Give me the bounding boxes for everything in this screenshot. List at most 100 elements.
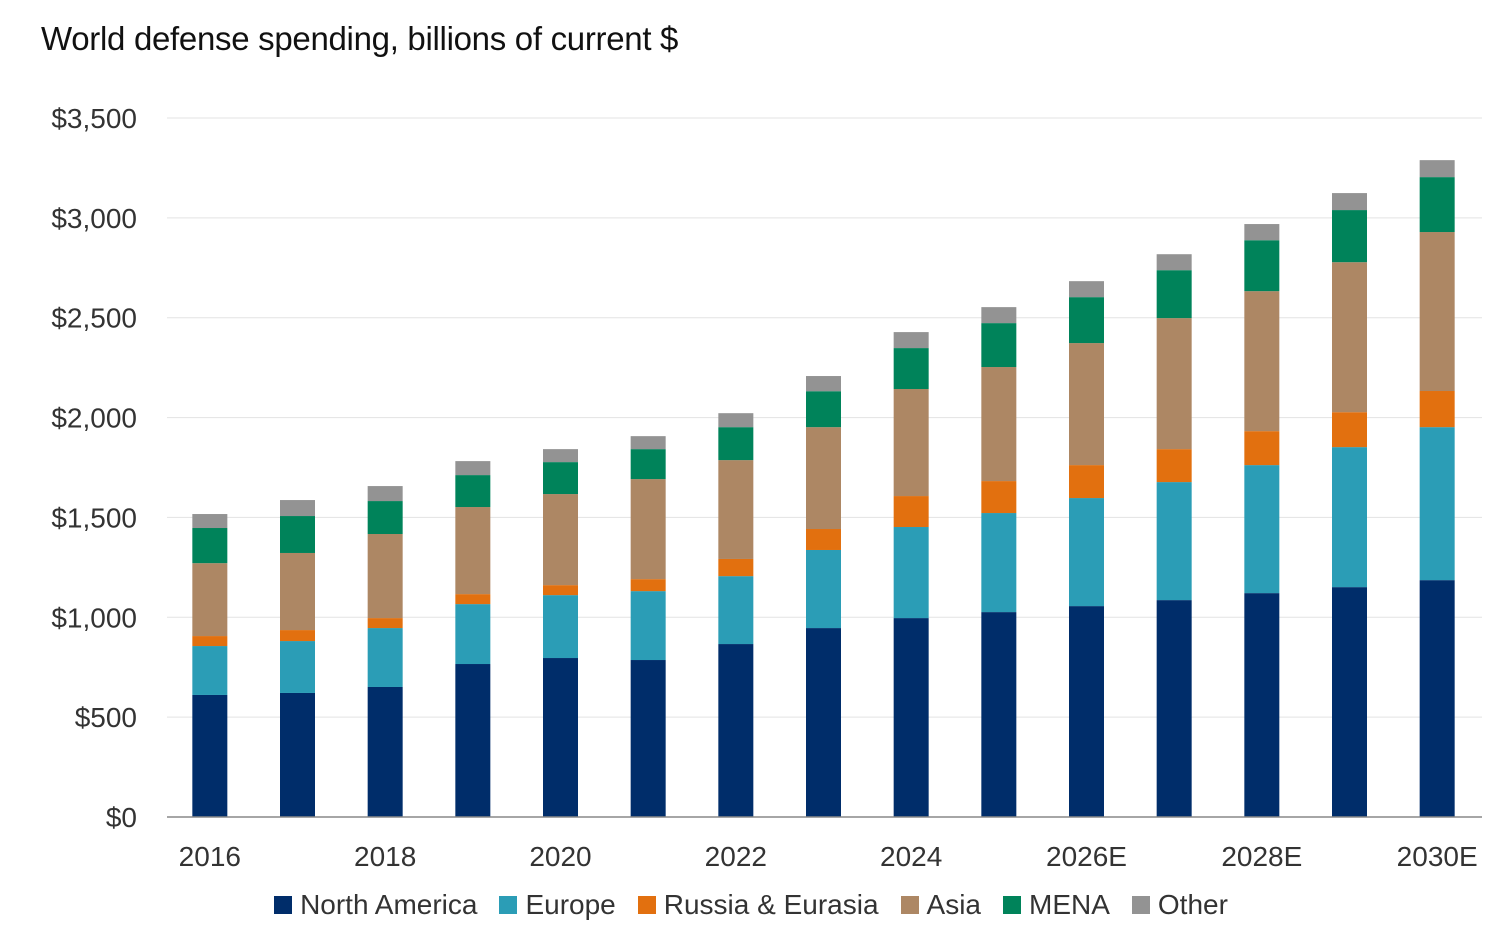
bar-segment-asia	[455, 507, 491, 595]
bar-segment-europe	[1419, 427, 1455, 581]
y-tick-label: $2,500	[51, 303, 137, 334]
bar-segment-europe	[192, 646, 228, 695]
bar-segment-mena	[280, 516, 315, 553]
bar-segment-russia-eurasia	[806, 529, 841, 550]
bar-segment-asia	[1244, 291, 1280, 432]
bar-segment-mena	[893, 348, 929, 390]
bar-segment-other	[1156, 254, 1192, 271]
bar-segment-mena	[455, 475, 491, 508]
legend-label: Other	[1157, 889, 1228, 920]
bar-segment-russia-eurasia	[893, 496, 929, 528]
bar-segment-russia-eurasia	[1244, 431, 1280, 466]
y-tick-label: $3,500	[51, 103, 137, 134]
y-tick-label: $500	[75, 702, 137, 733]
bar-segment-other	[543, 449, 578, 463]
y-tick-label: $3,000	[51, 203, 137, 234]
bar-segment-asia	[806, 427, 841, 530]
legend-swatch	[499, 896, 518, 914]
bar-segment-north-america	[981, 612, 1017, 817]
legend-label: North America	[300, 889, 478, 920]
legend-swatch	[1003, 896, 1021, 914]
bar-segment-europe	[455, 604, 491, 665]
chart-title: World defense spending, billions of curr…	[41, 20, 679, 57]
bar-segment-mena	[1069, 297, 1104, 344]
legend-swatch	[1131, 896, 1150, 914]
bar-segment-russia-eurasia	[981, 481, 1017, 514]
y-tick-label: $2,000	[51, 403, 137, 434]
bar-segment-north-america	[192, 694, 228, 817]
x-tick-label: 2030E	[1397, 841, 1478, 872]
bar-segment-mena	[192, 528, 228, 564]
legend-swatch	[274, 896, 293, 914]
bar-segment-europe	[630, 591, 666, 661]
legend-label: Asia	[926, 889, 981, 920]
y-tick-label: $0	[106, 802, 137, 833]
bar-segment-mena	[981, 323, 1017, 368]
bar-segment-other	[367, 486, 403, 502]
bar-segment-asia	[718, 460, 754, 559]
bar-segment-russia-eurasia	[455, 594, 491, 605]
bar-segment-mena	[630, 449, 666, 480]
bar-segment-north-america	[1332, 587, 1367, 817]
bar-segment-russia-eurasia	[367, 618, 403, 629]
bar-segment-asia	[192, 563, 228, 637]
bar-segment-russia-eurasia	[630, 579, 666, 592]
bar-segment-russia-eurasia	[1332, 412, 1367, 448]
bar-segment-north-america	[455, 664, 491, 817]
y-tick-label: $1,000	[51, 602, 137, 633]
bar-segment-other	[455, 461, 491, 476]
legend-swatch	[637, 896, 656, 914]
bar-segment-mena	[367, 501, 403, 535]
bar-segment-north-america	[1156, 600, 1192, 817]
legend-item: MENA	[1003, 889, 1110, 921]
bar-segment-asia	[981, 367, 1017, 482]
bar-segment-north-america	[718, 644, 754, 817]
legend-item: Asia	[900, 889, 981, 921]
x-tick-label: 2026E	[1046, 841, 1127, 872]
bar-segment-other	[1244, 224, 1280, 241]
bar-segment-russia-eurasia	[1069, 465, 1104, 499]
bar-segment-russia-eurasia	[718, 558, 754, 577]
bar-segment-asia	[1069, 343, 1104, 466]
bar-segment-russia-eurasia	[1419, 391, 1455, 428]
bar-segment-europe	[718, 576, 754, 645]
bar-segment-asia	[543, 494, 578, 586]
bar-segment-europe	[1244, 465, 1280, 594]
legend-label: Russia & Eurasia	[663, 889, 879, 920]
bar-segment-russia-eurasia	[192, 636, 228, 647]
bar-segment-north-america	[367, 686, 403, 817]
bar-segment-europe	[367, 628, 403, 687]
legend-swatch	[900, 896, 919, 914]
x-tick-label: 2028E	[1221, 841, 1302, 872]
bar-segment-asia	[893, 389, 929, 497]
bar-segment-russia-eurasia	[280, 630, 315, 642]
x-tick-label: 2022	[705, 841, 767, 872]
bar-segment-asia	[1332, 262, 1367, 413]
legend-item: Other	[1131, 889, 1228, 921]
bar-segment-russia-eurasia	[1156, 449, 1192, 483]
bar-segment-europe	[893, 527, 929, 619]
bar-segment-other	[718, 413, 754, 428]
legend-label: MENA	[1029, 889, 1110, 920]
bar-segment-asia	[367, 534, 403, 619]
y-tick-label: $1,500	[51, 502, 137, 533]
bar-segment-other	[806, 376, 841, 392]
bar-segment-asia	[1156, 318, 1192, 450]
legend-label: Europe	[525, 889, 616, 920]
bar-segment-mena	[1332, 210, 1367, 263]
bar-segment-north-america	[806, 628, 841, 817]
bar-segment-north-america	[1069, 606, 1104, 817]
bar-segment-europe	[806, 549, 841, 629]
bar-segment-asia	[630, 479, 666, 580]
bar-segment-other	[981, 307, 1017, 324]
x-tick-label: 2018	[354, 841, 416, 872]
bar-segment-north-america	[1419, 580, 1455, 817]
bar-segment-europe	[543, 595, 578, 659]
bar-segment-other	[630, 436, 666, 450]
x-tick-label: 2020	[529, 841, 591, 872]
bar-segment-other	[192, 514, 228, 529]
bar-segment-mena	[1419, 177, 1455, 233]
x-tick-label: 2024	[880, 841, 942, 872]
bar-segment-north-america	[893, 618, 929, 817]
bar-segment-other	[280, 500, 315, 517]
